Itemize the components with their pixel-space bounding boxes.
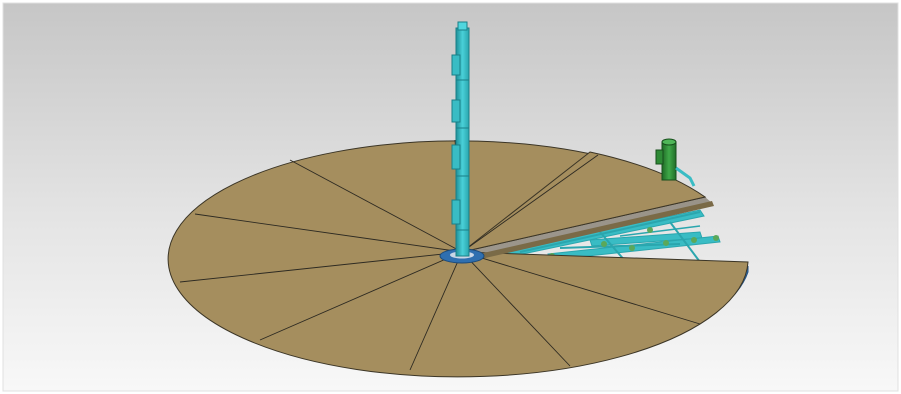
panel-seams bbox=[179, 139, 701, 371]
raised-sector-edge bbox=[470, 201, 714, 261]
raised-sector bbox=[461, 151, 707, 253]
central-mast bbox=[451, 21, 470, 257]
support-frame bbox=[489, 209, 721, 263]
sector-underside bbox=[462, 197, 712, 258]
drive-motor bbox=[655, 138, 696, 187]
